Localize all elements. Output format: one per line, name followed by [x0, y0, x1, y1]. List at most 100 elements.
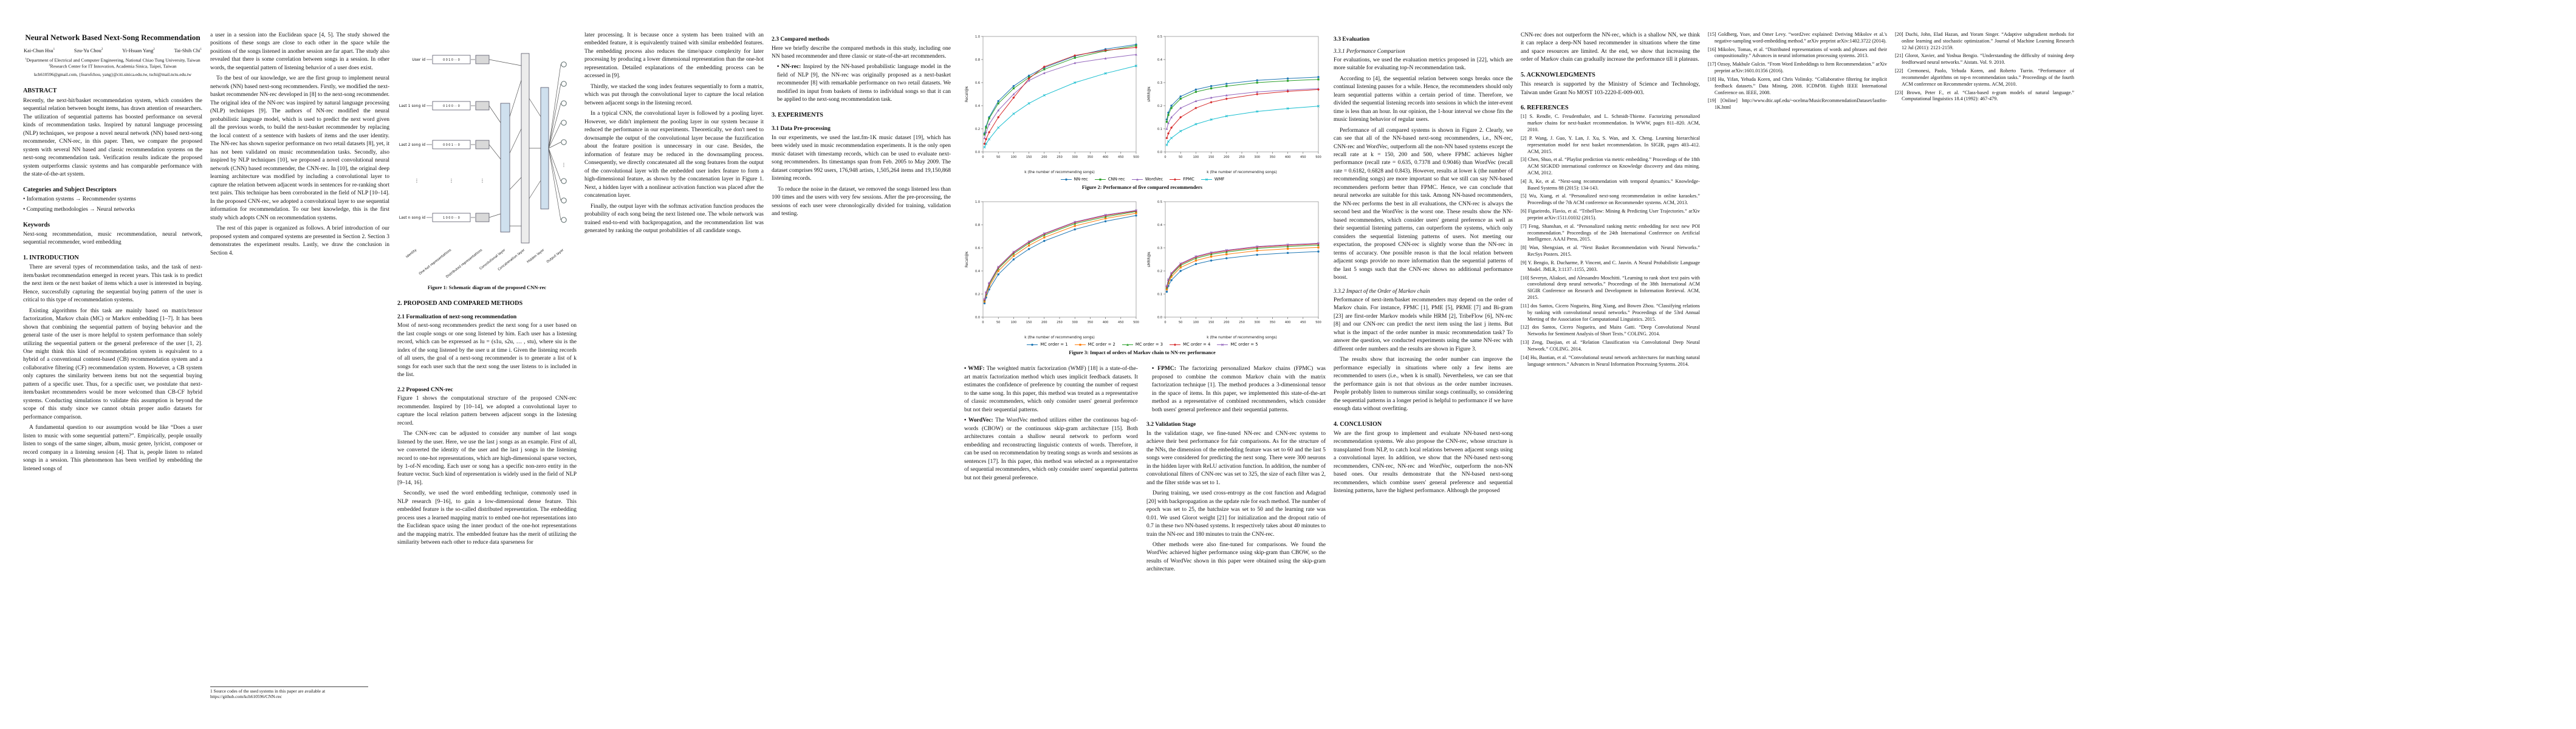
- author-row: Kai-Chun Hsu1 Szu-Yu Chou2 Yi-Hsuan Yang2 T…: [24, 47, 202, 55]
- svg-text:0.3: 0.3: [1157, 81, 1162, 85]
- legend-label: WMF: [1214, 177, 1225, 182]
- section-heading: 1. INTRODUCTION: [23, 254, 79, 261]
- chart-fig3-recall: 0 50 100 150 200 250 300 350 400 450 500 0.0 0.2 0.4 0…: [965, 200, 1139, 340]
- svg-text:150: 150: [1026, 156, 1032, 159]
- legend-swatch: [1027, 344, 1038, 346]
- chart-fig3-smrr: 0 50 100 150 200 250 300 350 400 450 500 0.0 0.1 0.2 0…: [1148, 200, 1321, 340]
- svg-text:0.5: 0.5: [1157, 200, 1162, 204]
- svg-text:150: 150: [1026, 321, 1032, 324]
- paragraph: In the validation stage, we fine-tuned N…: [1146, 430, 1326, 486]
- paragraph: Secondly, we used the word embedding tec…: [397, 490, 577, 546]
- paragraph: later processing. It is because once a s…: [584, 32, 764, 80]
- bullet-text: Inspired by the NN-based probabilistic l…: [777, 64, 951, 103]
- figure1-text: ⋮: [414, 178, 419, 183]
- reference-item: [12] dos Santos, Cicero Nogueira, and Ma…: [1521, 324, 1700, 337]
- svg-text:450: 450: [1118, 156, 1124, 159]
- svg-text:0.2: 0.2: [1157, 270, 1162, 273]
- svg-text:100: 100: [1011, 321, 1017, 324]
- svg-text:50: 50: [996, 156, 1000, 159]
- paragraph: Existing algorithms for this task are ma…: [23, 307, 202, 420]
- figure1-stage-label: Distributed representations: [445, 248, 483, 279]
- svg-text:400: 400: [1103, 156, 1109, 159]
- legend-label: WordVec: [1145, 177, 1163, 182]
- paragraph: The CNN-rec can be adjusted to consider …: [397, 431, 577, 486]
- legend-label: MC order = 3: [1135, 342, 1163, 347]
- svg-text:k (the number of recommending: k (the number of recommending songs): [1024, 336, 1095, 340]
- svg-text:k (the number of recommending: k (the number of recommending songs): [1024, 171, 1095, 174]
- column-1: Neural Network Based Next-Song Recommend…: [23, 32, 202, 700]
- author-emails: kch610596@gmail.com, {fearofchou, yang}@…: [33, 72, 192, 78]
- legend-entry: NN-rec: [1060, 177, 1088, 183]
- svg-text:0.3: 0.3: [1157, 247, 1162, 250]
- reference-item: [3] Chen, Shuo, et al. “Playlist predict…: [1521, 157, 1700, 176]
- legend-swatch: [1170, 343, 1181, 347]
- legend-entry: CNN-rec: [1094, 177, 1125, 183]
- svg-text:200: 200: [1041, 156, 1047, 159]
- paragraph: Other methods were also fine-tuned for c…: [1146, 541, 1326, 573]
- reference-item: [2] P. Wang, J. Guo, Y. Lan, J. Xu, S. W…: [1521, 135, 1700, 154]
- legend-entry: MC order = 5: [1216, 342, 1258, 348]
- bullet-item: • FPMC: The factorizing personalized Mar…: [1146, 365, 1326, 414]
- reference-item: [20] Duchi, John, Elad Hazan, and Yoram …: [1895, 32, 2074, 50]
- paragraph: The results show that increasing the ord…: [1334, 357, 1513, 412]
- column-6: • WMF: The weighted matrix factorization…: [959, 365, 1138, 700]
- svg-text:350: 350: [1088, 321, 1094, 324]
- legend-label: MC order = 1: [1040, 342, 1068, 347]
- reference-item: [8] Wan, Shengxian, et al. “Next Basket …: [1521, 245, 1700, 258]
- svg-text:Recall@k: Recall@k: [965, 86, 969, 102]
- svg-text:350: 350: [1270, 156, 1276, 159]
- svg-text:50: 50: [996, 321, 1000, 324]
- paragraph: A fundamental question to our assumption…: [23, 425, 202, 472]
- figure1-input-label: Last n song id: [399, 216, 425, 220]
- legend-label: MC order = 4: [1183, 342, 1211, 347]
- reference-item: [23] Brown, Peter F., et al. “Class-base…: [1895, 89, 2074, 102]
- column-2: a user in a session into the Euclidean s…: [210, 32, 389, 700]
- svg-text:50: 50: [1179, 321, 1182, 324]
- bullet-lead: • FPMC:: [1152, 366, 1176, 372]
- legend-swatch: [1122, 343, 1133, 346]
- legend-swatch: [1060, 179, 1072, 181]
- svg-text:0.0: 0.0: [975, 316, 980, 320]
- affiliation-line: 1Department of Electrical and Computer E…: [25, 56, 200, 63]
- legend-label: CNN-rec: [1108, 177, 1125, 182]
- paper-title: Neural Network Based Next-Song Recommend…: [25, 33, 200, 42]
- svg-text:100: 100: [1193, 156, 1199, 159]
- paragraph: We are the first group to implement and …: [1334, 430, 1513, 495]
- svg-text:0.5: 0.5: [1157, 35, 1162, 39]
- paragraph: Here we briefly describe the compared me…: [772, 45, 951, 60]
- section-heading: 4. CONCLUSION: [1334, 420, 1382, 428]
- svg-text:300: 300: [1072, 156, 1078, 159]
- bullet-lead: • WordVec:: [964, 417, 993, 424]
- svg-text:0.2: 0.2: [975, 293, 980, 296]
- svg-text:500: 500: [1133, 156, 1139, 159]
- svg-text:sMRR@k: sMRR@k: [1148, 86, 1151, 102]
- column-8: 3.3 Evaluation 3.3.1 Performance Comparis…: [1334, 32, 1513, 700]
- reference-item: [21] Glorot, Xavier, and Yoshua Bengio. …: [1895, 53, 2074, 66]
- svg-text:250: 250: [1057, 156, 1063, 159]
- svg-text:0.2: 0.2: [1157, 104, 1162, 108]
- figure-1-caption: Figure 1: Schematic diagram of the propo…: [427, 285, 547, 290]
- column-4: later processing. It is because once a s…: [584, 32, 764, 700]
- subsection-heading: 2.2 Proposed CNN-rec: [397, 386, 453, 393]
- subsection-heading: 2.3 Compared methods: [772, 36, 829, 43]
- bullet-text: The weighted matrix factorization (WMF) …: [964, 366, 1138, 413]
- section-heading: 5. ACKNOWLEDGMENTS: [1521, 71, 1595, 78]
- affiliation-line: 2Research Center for IT Innovation, Acad…: [49, 63, 177, 69]
- svg-text:0.4: 0.4: [1157, 58, 1162, 62]
- paragraph: There are several types of recommendatio…: [23, 264, 202, 304]
- svg-text:250: 250: [1239, 156, 1245, 159]
- paragraph: This research is supported by the Minist…: [1521, 81, 1700, 96]
- svg-text:k (the number of recommending: k (the number of recommending songs): [1207, 171, 1277, 174]
- svg-text:150: 150: [1208, 321, 1214, 324]
- subsection-heading: 3.1 Data Pre-processing: [772, 125, 831, 132]
- reference-item: [11] dos Santos, Cicero Nogueira, Bing X…: [1521, 303, 1700, 322]
- svg-text:200: 200: [1041, 321, 1047, 324]
- chart-fig2-recall: 0 50 100 150 200 250 300 350 400 450 500 0.0 0.2 0.4 0…: [965, 35, 1139, 174]
- reference-item: [17] Ozsoy, Makbule Gulcin. “From Word E…: [1708, 61, 1887, 74]
- svg-text:500: 500: [1315, 321, 1321, 324]
- reference-item: [1] S. Rendle, C. Freudenthaler, and L. …: [1521, 114, 1700, 133]
- column-9: CNN-rec does not outperform the NN-rec, …: [1521, 32, 1700, 700]
- under-chart-columns: • WMF: The weighted matrix factorization…: [959, 365, 1326, 700]
- svg-text:100: 100: [1011, 156, 1017, 159]
- bullet-text: The factorizing personalized Markov chai…: [1152, 366, 1326, 413]
